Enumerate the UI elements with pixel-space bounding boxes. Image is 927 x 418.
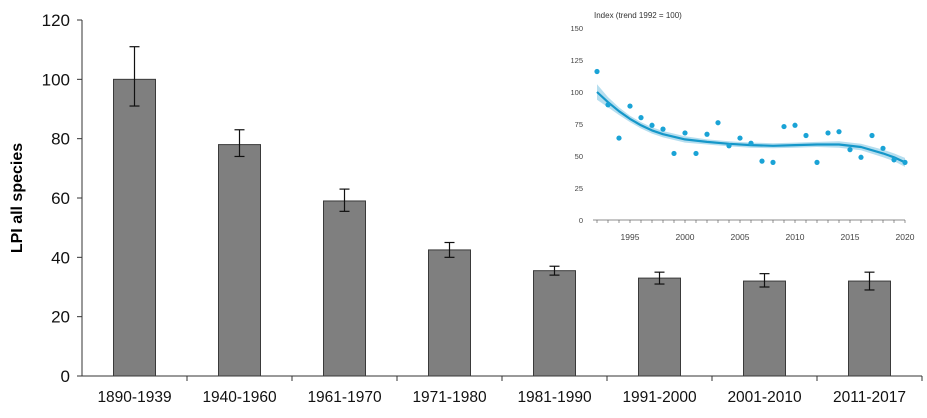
y-tick-labels: 0 20 40 60 80 100 120 — [42, 11, 82, 386]
inset-x-tick-label: 2005 — [731, 232, 750, 242]
bar — [638, 277, 681, 377]
bar — [848, 280, 891, 377]
inset-background — [582, 8, 917, 266]
inset-chart: Index (trend 1992 = 100) 0 25 50 75 100 125 15… — [570, 8, 917, 266]
inset-y-tick-label: 125 — [570, 56, 583, 65]
data-point — [693, 150, 699, 157]
x-tick-label: 2001-2010 — [727, 389, 802, 406]
error-bar — [339, 188, 350, 212]
x-tick-labels: 1890-1939 1940-1960 1961-1970 1971-1980 1981… — [97, 376, 923, 406]
inset-y-tick-label: 50 — [575, 152, 583, 161]
x-tick-label: 1940-1960 — [202, 389, 277, 406]
y-tick-label: 100 — [42, 70, 70, 89]
data-point — [858, 154, 864, 160]
y-tick-label: 120 — [42, 11, 70, 30]
y-tick-label: 60 — [51, 189, 70, 208]
data-point — [627, 103, 633, 109]
error-bar — [654, 271, 665, 285]
error-bars — [129, 46, 875, 291]
inset-x-tick-label: 2000 — [676, 232, 695, 242]
y-tick-label: 0 — [61, 367, 70, 386]
error-bar — [444, 241, 455, 258]
bars — [113, 78, 891, 377]
bar — [743, 280, 786, 377]
data-point — [726, 143, 732, 149]
data-point — [682, 130, 688, 136]
inset-x-tick-label: 2020 — [896, 232, 915, 242]
inset-title: Index (trend 1992 = 100) — [594, 11, 682, 20]
x-tick-label: 1981-1990 — [517, 389, 592, 406]
data-point — [616, 135, 622, 141]
data-point — [792, 122, 798, 128]
inset-x-tick-label: 1995 — [621, 232, 640, 242]
inset-y-tick-label: 150 — [570, 24, 583, 33]
bar — [428, 249, 471, 377]
data-point — [814, 159, 820, 165]
data-point — [671, 150, 677, 157]
x-tick-label: 1890-1939 — [97, 389, 171, 406]
error-bar — [549, 265, 560, 276]
inset-y-tick-label: 0 — [579, 216, 583, 225]
y-tick-label: 20 — [51, 308, 70, 327]
data-point — [770, 159, 776, 165]
x-tick-label: 1961-1970 — [307, 389, 382, 406]
data-point — [704, 131, 710, 137]
data-point — [825, 130, 831, 136]
data-point — [660, 126, 666, 132]
bar — [218, 144, 261, 377]
data-point — [880, 145, 886, 151]
data-point — [737, 135, 743, 141]
error-bar — [234, 129, 245, 158]
main-bar-chart: 0 20 40 60 80 100 120 1890-1939 1940-1960 1961-1… — [9, 11, 923, 406]
inset-x-tick-label: 2015 — [841, 232, 860, 242]
data-point — [594, 68, 600, 75]
error-bar — [864, 271, 875, 291]
inset-y-tick-label: 100 — [570, 88, 583, 97]
data-point — [803, 132, 809, 139]
error-bar — [129, 46, 140, 107]
inset-x-tick-label: 2010 — [786, 232, 805, 242]
inset-y-tick-labels: 0 25 50 75 100 125 150 — [570, 24, 583, 225]
bar — [533, 270, 576, 377]
data-point — [781, 123, 787, 130]
data-point — [759, 158, 765, 164]
data-point — [869, 132, 875, 139]
data-point — [891, 157, 897, 163]
data-point — [748, 140, 754, 146]
data-point — [902, 159, 908, 165]
x-tick-label: 2011-2017 — [833, 389, 906, 406]
data-point — [836, 129, 842, 135]
y-tick-label: 40 — [51, 248, 70, 267]
data-point — [649, 122, 655, 128]
error-bar — [759, 273, 770, 288]
data-points — [594, 68, 908, 165]
y-tick-label: 80 — [51, 130, 70, 149]
x-tick-label: 1971-1980 — [412, 389, 487, 406]
bar — [113, 78, 156, 377]
data-point — [638, 115, 644, 121]
trend-confidence-band — [597, 84, 905, 167]
x-tick-label: 1991-2000 — [622, 389, 697, 406]
y-axis-label: LPI all species — [9, 143, 26, 253]
data-point — [847, 147, 853, 153]
data-point — [605, 102, 611, 108]
inset-y-tick-label: 25 — [575, 184, 583, 193]
inset-x-tick-labels: 1995 2000 2005 2010 2015 2020 — [596, 220, 915, 242]
inset-y-tick-label: 75 — [575, 120, 583, 129]
data-point — [715, 120, 721, 126]
bar — [323, 200, 366, 377]
